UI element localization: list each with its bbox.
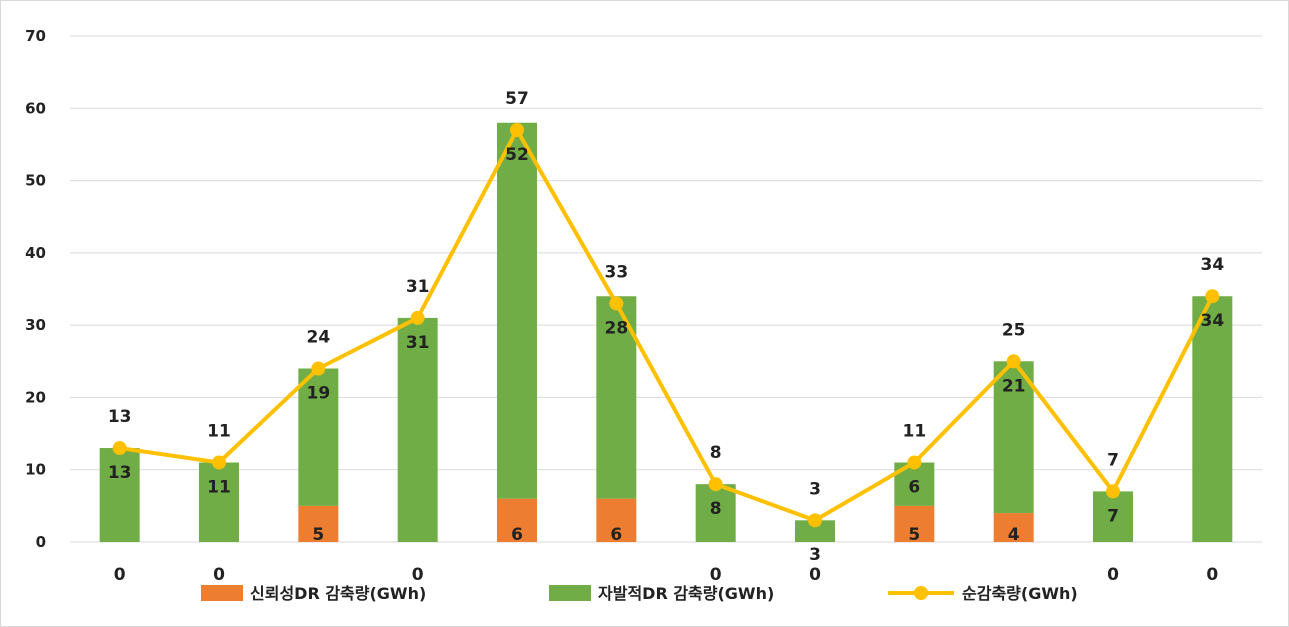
- bar-voluntary-dr: [1192, 296, 1233, 542]
- bar-voluntary-dr: [795, 520, 835, 542]
- legend-swatch-voluntary: [549, 585, 591, 601]
- voluntary-value-label: 34: [1200, 311, 1224, 331]
- net-value-label: 57: [505, 89, 529, 109]
- x-zero-label: 0: [114, 565, 126, 585]
- data-labels: 1313111124195313157526332868833116525214…: [108, 89, 1224, 565]
- y-axis: 0 10 20 30 40 50 60 70: [25, 27, 46, 551]
- y-tick-label: 10: [25, 461, 46, 479]
- net-reduction-point: [212, 455, 226, 470]
- y-tick-label: 0: [36, 533, 46, 551]
- legend-label-net: 순감축량(GWh): [962, 584, 1078, 603]
- voluntary-value-label: 3: [809, 545, 821, 565]
- net-reduction-polyline: [119, 127, 1215, 523]
- bar-reliability-dr: [497, 498, 537, 542]
- y-tick-label: 30: [25, 316, 46, 334]
- reliability-value-label: 4: [1008, 525, 1020, 545]
- legend-label-voluntary: 자발적DR 감축량(GWh): [598, 584, 774, 603]
- bar-reliability-dr: [993, 513, 1034, 542]
- net-value-label: 25: [1002, 320, 1026, 340]
- legend: 신뢰성DR 감축량(GWh) 자발적DR 감축량(GWh) 순감축량(GWh): [201, 584, 1078, 603]
- y-tick-label: 50: [25, 172, 46, 190]
- bar-reliability-dr: [596, 498, 637, 542]
- x-zero-label: 0: [710, 565, 722, 585]
- net-reduction-line: [112, 122, 1220, 528]
- net-value-label: 13: [108, 407, 132, 427]
- net-reduction-point: [1106, 484, 1120, 499]
- x-zero-label: 0: [412, 565, 424, 585]
- bar-voluntary-dr: [497, 122, 537, 499]
- voluntary-value-label: 28: [604, 318, 628, 338]
- net-value-label: 11: [902, 421, 926, 441]
- reliability-value-label: 6: [610, 525, 622, 545]
- net-reduction-point: [708, 477, 723, 492]
- bar-voluntary-dr: [1093, 491, 1133, 542]
- y-tick-label: 70: [25, 27, 46, 45]
- net-reduction-point: [907, 455, 922, 470]
- bar-voluntary-dr: [199, 462, 239, 542]
- net-value-label: 31: [406, 277, 430, 297]
- bar-reliability-dr: [894, 505, 935, 542]
- gridlines: [70, 35, 1262, 543]
- net-value-label: 34: [1200, 255, 1224, 275]
- bar-voluntary-dr: [298, 368, 339, 506]
- x-zero-label: 0: [809, 565, 821, 585]
- bar-voluntary-dr: [99, 448, 140, 542]
- reliability-value-label: 5: [908, 525, 920, 545]
- net-reduction-point: [510, 122, 524, 137]
- reliability-value-label: 5: [312, 525, 324, 545]
- voluntary-value-label: 52: [505, 145, 529, 165]
- net-value-label: 11: [207, 421, 231, 441]
- x-zero-label: 0: [1107, 565, 1119, 585]
- x-zero-label: 0: [1206, 565, 1218, 585]
- voluntary-value-label: 21: [1002, 376, 1026, 396]
- legend-label-reliability: 신뢰성DR 감축량(GWh): [250, 584, 426, 603]
- x-axis: 0 0 0 0 0 0 0: [114, 565, 1219, 585]
- legend-swatch-reliability: [201, 585, 243, 601]
- voluntary-value-label: 6: [908, 477, 920, 497]
- y-tick-label: 20: [25, 388, 46, 406]
- x-zero-label: 0: [213, 565, 225, 585]
- legend-marker-net: [914, 586, 928, 600]
- y-tick-label: 60: [25, 99, 46, 117]
- net-value-label: 24: [306, 328, 330, 348]
- y-tick-label: 40: [25, 244, 46, 262]
- bar-voluntary-dr: [397, 317, 438, 542]
- net-reduction-point: [808, 513, 822, 528]
- net-value-label: 3: [809, 479, 821, 499]
- net-reduction-point: [1006, 354, 1021, 369]
- bar-reliability-dr: [298, 505, 339, 542]
- net-reduction-point: [410, 310, 425, 325]
- net-value-label: 7: [1107, 450, 1119, 470]
- net-reduction-point: [112, 441, 127, 456]
- voluntary-value-label: 19: [306, 384, 330, 404]
- reliability-value-label: 6: [511, 525, 523, 545]
- voluntary-value-label: 7: [1107, 506, 1119, 526]
- net-reduction-point: [1205, 289, 1220, 304]
- voluntary-value-label: 8: [710, 499, 722, 519]
- net-reduction-point: [609, 296, 624, 311]
- bar-voluntary-dr: [993, 361, 1034, 514]
- net-value-label: 8: [710, 443, 722, 463]
- voluntary-value-label: 11: [207, 477, 231, 497]
- net-reduction-point: [311, 361, 326, 376]
- voluntary-value-label: 31: [406, 333, 430, 353]
- bar-voluntary-dr: [695, 484, 736, 542]
- net-value-label: 33: [604, 262, 628, 282]
- voluntary-value-label: 13: [108, 463, 132, 483]
